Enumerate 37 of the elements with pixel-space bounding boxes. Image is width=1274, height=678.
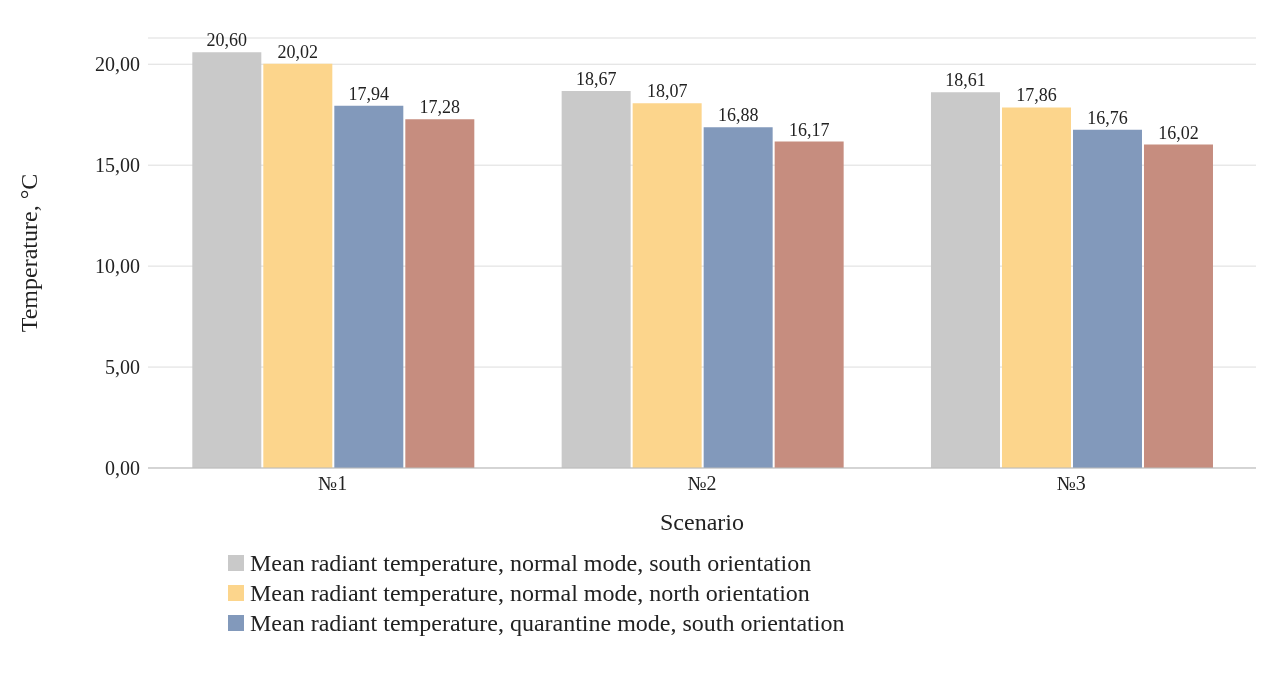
x-tick-label: №3 xyxy=(1056,472,1086,495)
data-label: 18,61 xyxy=(945,70,986,91)
bar xyxy=(405,119,475,468)
bar xyxy=(1001,107,1071,468)
data-label: 20,02 xyxy=(277,41,319,62)
data-label: 16,88 xyxy=(717,105,759,126)
bar xyxy=(1072,129,1142,468)
y-tick-label: 0,00 xyxy=(105,457,140,480)
data-label: 17,86 xyxy=(1016,85,1057,106)
bar xyxy=(632,103,702,468)
bar xyxy=(703,127,773,468)
data-label: 18,67 xyxy=(575,69,617,90)
bar xyxy=(192,52,262,468)
data-label: 18,07 xyxy=(646,81,688,102)
bar xyxy=(561,91,631,468)
bar xyxy=(263,63,333,468)
data-label: 17,28 xyxy=(419,97,461,118)
y-tick-label: 20,00 xyxy=(95,53,140,76)
x-axis-title: Scenario xyxy=(660,509,744,535)
bar xyxy=(1143,144,1213,468)
y-tick-label: 10,00 xyxy=(95,255,140,278)
data-label: 17,94 xyxy=(348,83,390,104)
data-label: 16,76 xyxy=(1087,107,1128,128)
x-tick-label: №1 xyxy=(318,472,348,495)
legend-label: Mean radiant temperature, normal mode, south orientation xyxy=(250,549,812,578)
legend-label: Mean radiant temperature, quarantine mode, south orientation xyxy=(250,609,845,638)
data-label: 16,02 xyxy=(1158,122,1199,143)
legend-label: Mean radiant temperature, normal mode, north orientation xyxy=(250,579,810,608)
y-tick-label: 5,00 xyxy=(105,356,140,379)
bar xyxy=(930,92,1000,468)
x-tick-label: №2 xyxy=(687,472,717,495)
data-label: 16,17 xyxy=(788,119,830,140)
bar xyxy=(334,105,404,468)
y-tick-label: 15,00 xyxy=(95,154,140,177)
bar xyxy=(774,141,844,468)
data-label: 20,60 xyxy=(206,30,248,51)
y-axis-title: Temperature, °C xyxy=(15,173,42,333)
